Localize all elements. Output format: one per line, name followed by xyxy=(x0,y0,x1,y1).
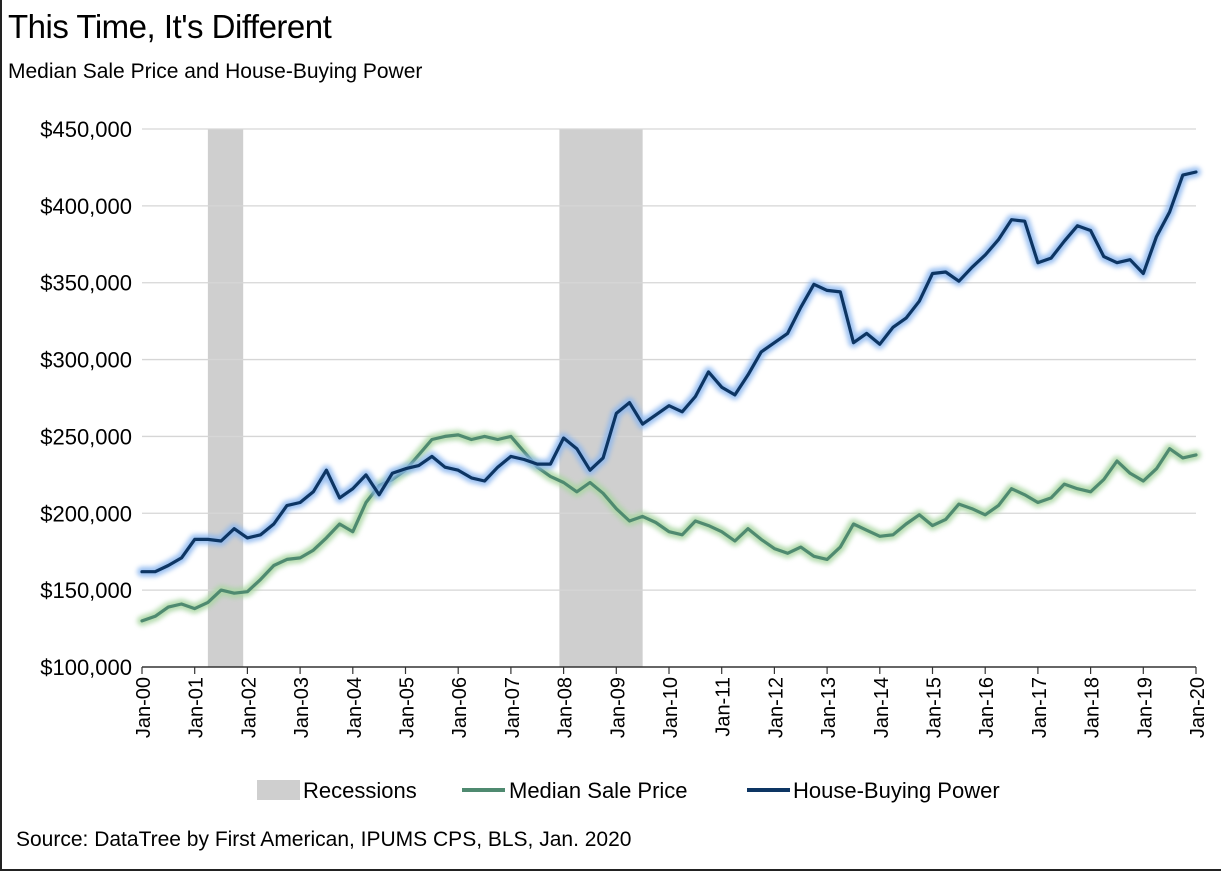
x-tick-label: Jan-17 xyxy=(1029,677,1051,738)
y-tick-label: $400,000 xyxy=(40,194,132,219)
house-buying-power-line xyxy=(140,170,1198,574)
legend-house-buying-power-label: House-Buying Power xyxy=(793,778,1000,803)
chart-frame-left xyxy=(0,0,2,871)
x-tick-label: Jan-12 xyxy=(765,677,787,738)
y-tick-label: $350,000 xyxy=(40,271,132,296)
x-tick-label: Jan-11 xyxy=(713,677,735,737)
x-tick-label: Jan-05 xyxy=(397,677,419,738)
x-tick-label: Jan-20 xyxy=(1187,677,1209,738)
x-tick-label: Jan-18 xyxy=(1082,677,1104,738)
y-tick-label: $100,000 xyxy=(40,655,132,680)
x-tick-label: Jan-16 xyxy=(976,677,998,738)
x-tick-label: Jan-04 xyxy=(344,677,366,738)
y-tick-label: $150,000 xyxy=(40,578,132,603)
x-tick-label: Jan-07 xyxy=(502,677,524,738)
x-tick-label: Jan-08 xyxy=(555,677,577,738)
x-tick-label: Jan-09 xyxy=(607,677,629,738)
legend-median-sale-price-label: Median Sale Price xyxy=(509,778,688,803)
recession-band-0 xyxy=(207,129,244,667)
y-tick-label: $450,000 xyxy=(40,117,132,142)
x-tick-label: Jan-03 xyxy=(291,677,313,738)
source-note: Source: DataTree by First American, IPUM… xyxy=(16,828,632,851)
x-tick-label: Jan-13 xyxy=(818,677,840,738)
legend-recessions-label: Recessions xyxy=(303,778,417,803)
legend-recessions-swatch xyxy=(257,780,300,800)
y-tick-label: $200,000 xyxy=(40,501,132,526)
chart-frame-bottom xyxy=(0,869,1221,871)
y-tick-label: $300,000 xyxy=(40,348,132,373)
house-buying-power-glow xyxy=(137,167,1201,577)
y-tick-label: $250,000 xyxy=(40,424,132,449)
x-tick-label: Jan-00 xyxy=(133,677,155,738)
x-tick-label: Jan-15 xyxy=(924,677,946,738)
x-tick-label: Jan-19 xyxy=(1134,677,1156,738)
median-sale-price-glow xyxy=(137,429,1201,626)
chart-title: This Time, It's Different xyxy=(8,8,332,45)
median-sale-price-line xyxy=(140,433,1198,623)
x-tick-label: Jan-14 xyxy=(871,677,893,738)
x-tick-label: Jan-06 xyxy=(449,677,471,738)
x-tick-label: Jan-10 xyxy=(660,677,682,738)
x-tick-label: Jan-01 xyxy=(186,677,208,738)
x-tick-label: Jan-02 xyxy=(238,677,260,738)
chart-subtitle: Median Sale Price and House-Buying Power xyxy=(8,60,423,83)
